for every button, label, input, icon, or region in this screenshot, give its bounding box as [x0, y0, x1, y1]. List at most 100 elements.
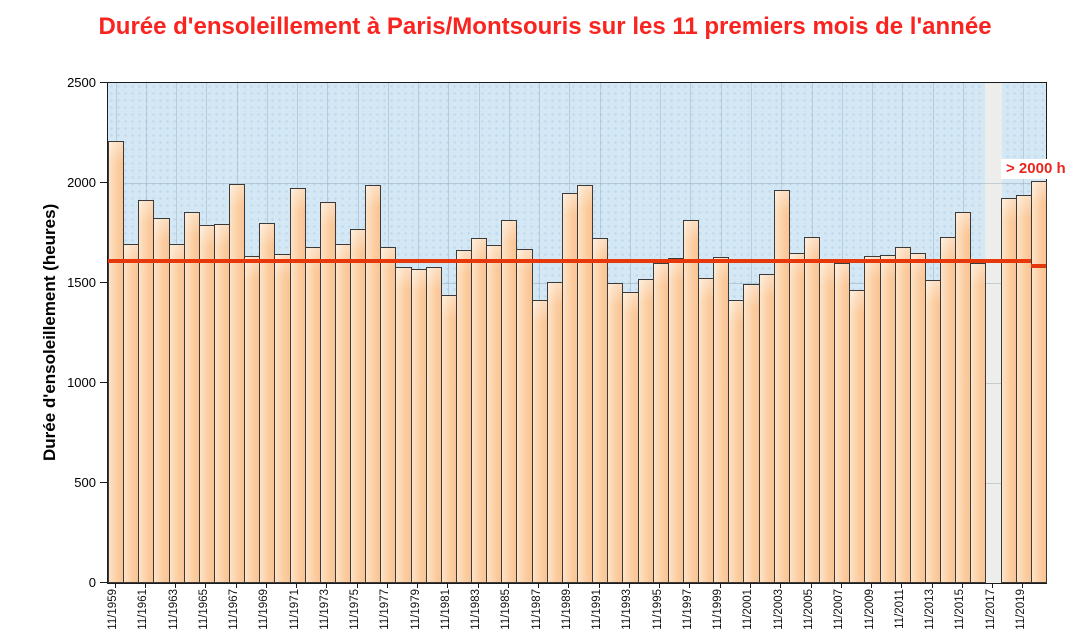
bar-2008 [849, 290, 866, 583]
x-tick-label: 11/1975 [349, 589, 362, 630]
bar-1984 [486, 245, 503, 583]
x-tick [235, 583, 237, 588]
x-tick [447, 583, 449, 588]
y-tick-label: 2000 [67, 175, 96, 190]
bar-1975 [350, 229, 367, 583]
bar-1986 [516, 249, 533, 583]
x-tick [265, 583, 267, 588]
y-tick [100, 82, 107, 83]
x-tick-label: 11/1995 [651, 589, 664, 630]
x-tick-label: 11/1967 [228, 589, 241, 630]
bar-2000 [728, 300, 745, 583]
x-tick-label: 11/1999 [712, 589, 725, 630]
bar-2015 [955, 212, 972, 583]
x-tick [507, 583, 509, 588]
bar-1970 [274, 254, 291, 583]
bar-2007 [834, 263, 851, 583]
chart-title: Durée d'ensoleillement à Paris/Montsouri… [98, 13, 992, 40]
x-tick-label: 11/1961 [137, 589, 150, 630]
x-tick [840, 583, 842, 588]
y-tick [100, 382, 107, 383]
bar-2018 [1000, 198, 1017, 583]
x-tick-label: 11/1993 [621, 589, 634, 630]
y-tick-label: 0 [88, 575, 96, 590]
x-tick-label: 11/1971 [288, 589, 301, 630]
x-tick [477, 583, 479, 588]
bar-1966 [213, 224, 231, 583]
bar-1977 [380, 247, 397, 583]
x-tick [296, 583, 298, 588]
y-tick-label: 500 [74, 475, 96, 490]
x-tick-label: 11/1989 [560, 589, 573, 630]
x-tick [144, 583, 146, 588]
plot-area: > 2000 h [107, 82, 1072, 584]
x-tick-label: 11/1981 [439, 589, 452, 630]
bar-1981 [440, 295, 457, 583]
x-tick [568, 583, 570, 588]
bar-1960 [123, 244, 140, 583]
x-tick [749, 583, 751, 588]
x-tick-label: 11/1985 [500, 589, 513, 630]
bar-2003 [773, 190, 790, 583]
bar-1993 [622, 292, 639, 583]
x-tick-label: 11/1963 [167, 589, 180, 630]
x-tick [901, 583, 903, 588]
x-tick-label: 11/1997 [681, 589, 694, 630]
bar-1988 [546, 282, 563, 583]
x-tick-label: 11/1979 [409, 589, 422, 630]
horizontal-gridline [108, 183, 1046, 184]
x-tick [417, 583, 419, 588]
bar-2010 [879, 255, 896, 583]
x-tick [628, 583, 630, 588]
bar-1969 [259, 223, 276, 583]
y-tick [100, 582, 107, 583]
bar-2011 [894, 247, 911, 583]
x-tick-label: 11/2013 [924, 589, 937, 630]
bar-2016 [970, 263, 987, 583]
x-tick-label: 11/1977 [379, 589, 392, 630]
bar-1974 [334, 244, 352, 583]
bar-1990 [577, 185, 594, 583]
bar-1987 [531, 300, 548, 583]
bar-2009 [864, 256, 881, 583]
bar-1991 [592, 238, 609, 583]
x-tick-label: 11/1959 [107, 589, 120, 630]
bar-1994 [637, 279, 654, 583]
x-tick-label: 11/2003 [772, 589, 785, 630]
bar-1962 [153, 218, 170, 583]
x-tick-label: 11/1969 [258, 589, 271, 630]
bar-1968 [244, 256, 261, 583]
bar-1983 [471, 238, 488, 583]
bar-1961 [138, 200, 155, 583]
bar-1997 [682, 220, 700, 583]
y-tick-label: 1000 [67, 375, 96, 390]
mean-line-segment-2 [1030, 264, 1046, 268]
bar-1996 [667, 258, 684, 583]
bar-1989 [561, 193, 578, 583]
x-tick [175, 583, 177, 588]
bar-1964 [183, 212, 200, 583]
x-tick [538, 583, 540, 588]
bar-2019 [1015, 195, 1032, 583]
y-tick [100, 282, 107, 283]
bar-1967 [229, 184, 246, 583]
x-tick [1022, 583, 1024, 588]
x-tick-label: 11/2001 [742, 589, 755, 630]
x-tick [871, 583, 873, 588]
bar-1995 [652, 263, 669, 583]
bar-1982 [455, 250, 473, 583]
x-tick [386, 583, 388, 588]
bar-1959 [108, 141, 125, 583]
y-tick-label: 1500 [67, 275, 96, 290]
mean-line-segment-1 [108, 259, 1031, 263]
bar-1999 [713, 257, 730, 583]
x-tick-label: 11/2017 [984, 589, 997, 630]
bar-2002 [758, 274, 775, 583]
bar-1972 [304, 247, 321, 583]
x-tick-label: 11/1991 [591, 589, 604, 630]
bar-2006 [819, 262, 836, 583]
x-tick-label: 11/1983 [470, 589, 483, 630]
x-tick-label: 11/2009 [863, 589, 876, 630]
y-tick-label: 2500 [67, 75, 96, 90]
x-tick-label: 11/1973 [318, 589, 331, 630]
